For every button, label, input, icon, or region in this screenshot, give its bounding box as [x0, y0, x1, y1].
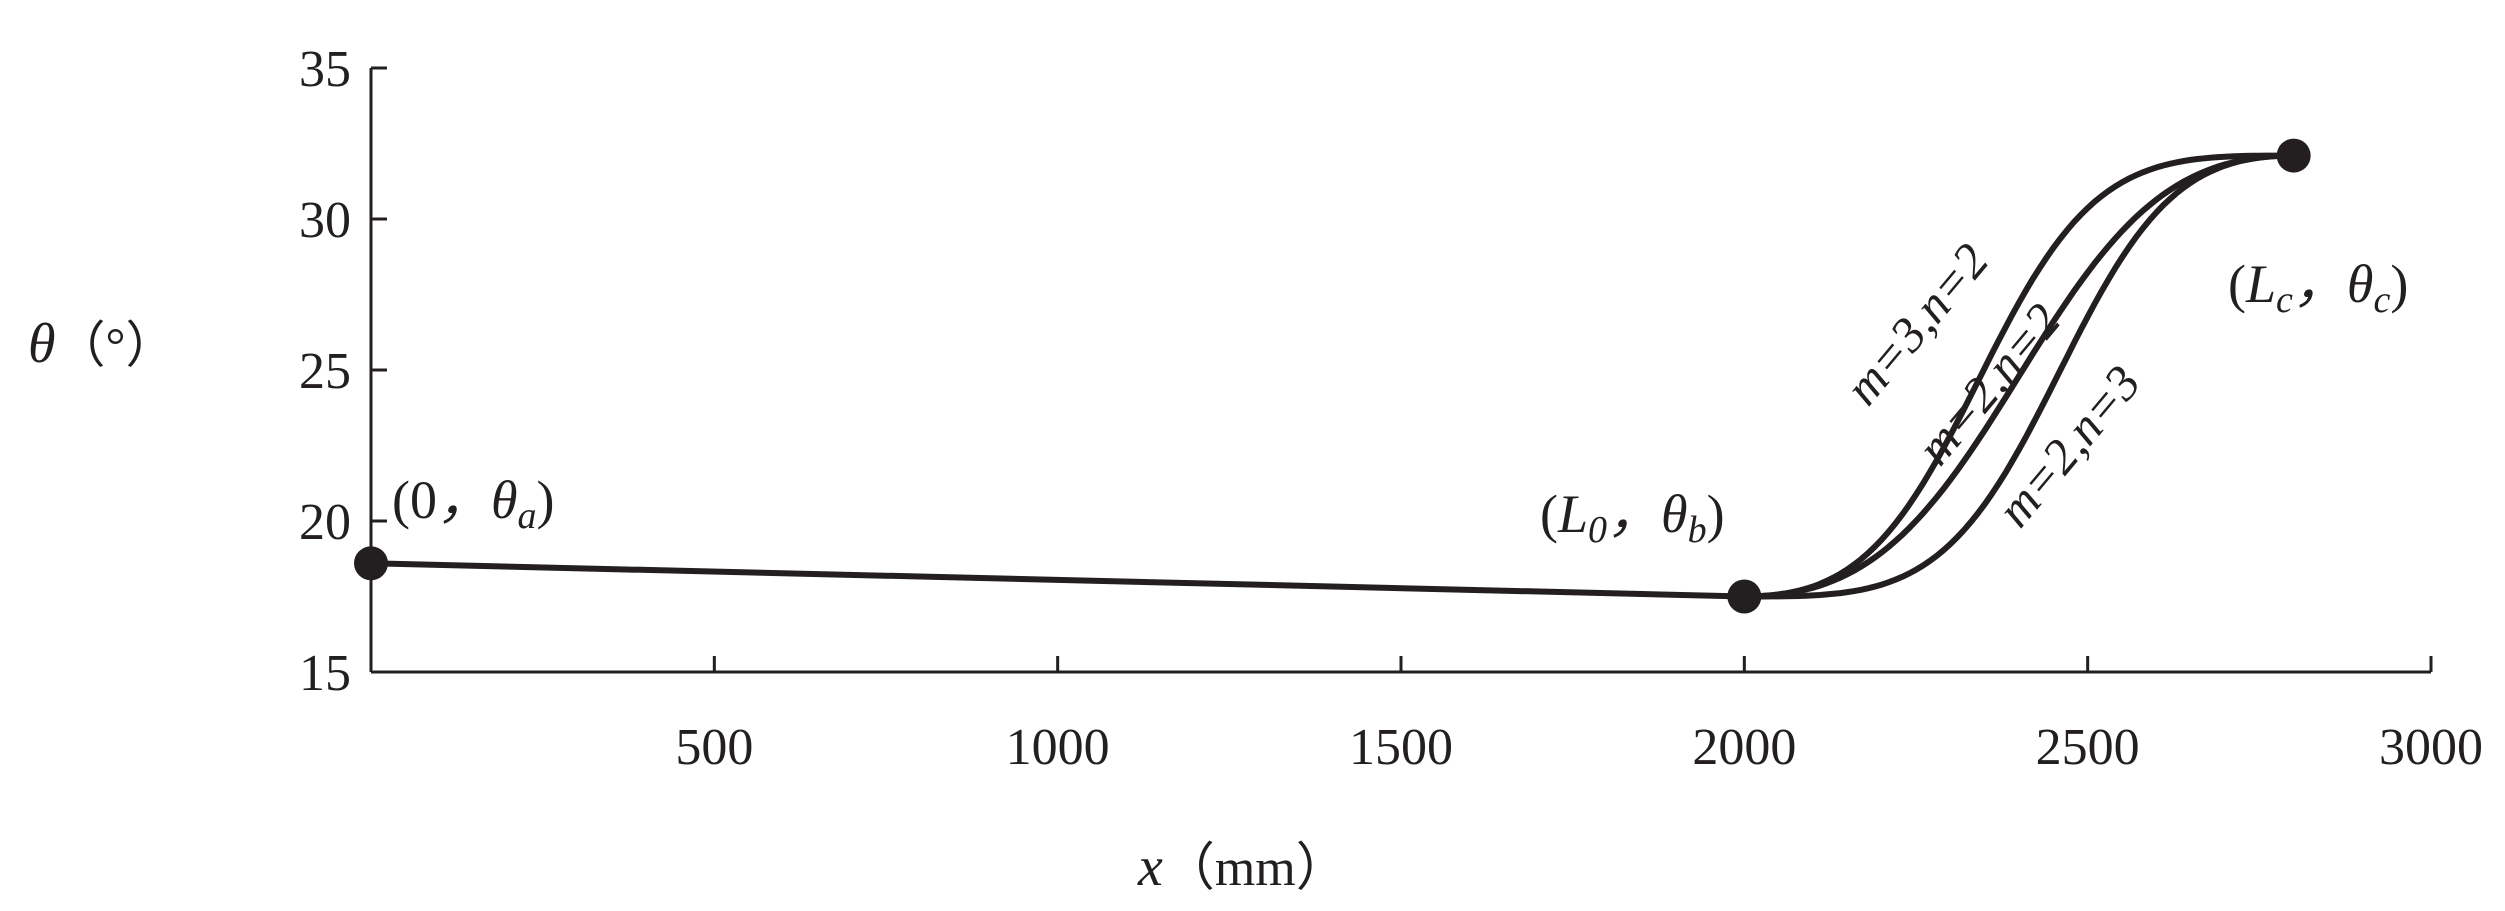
x-tick-label: 1000: [1006, 719, 1110, 776]
point-label-mid: (L0，θb): [1540, 484, 1725, 551]
y-tick-label: 15: [299, 645, 351, 702]
point-label-end: (Lc，θc): [2228, 254, 2408, 321]
point-marker-0: [354, 546, 388, 581]
x-tick-label: 500: [675, 719, 753, 776]
point-label-start: (0，θa): [392, 470, 555, 537]
line-segment: [370, 560, 1745, 600]
x-tick-label: 3000: [2379, 719, 2483, 776]
x-tick-label: 2500: [2036, 719, 2140, 776]
x-tick-label: 2000: [1692, 719, 1796, 776]
point-marker-2: [2276, 138, 2311, 173]
x-axis-title: x（mm）: [1137, 836, 1348, 898]
y-tick-label: 35: [299, 41, 351, 98]
y-tick-label: 30: [299, 192, 351, 249]
point-marker-1: [1727, 579, 1762, 614]
y-axis-title: θ（°）: [28, 313, 176, 375]
series-group: [370, 152, 2297, 600]
x-tick-label: 1500: [1349, 719, 1453, 776]
points-group: [354, 138, 2311, 614]
y-tick-label: 25: [299, 343, 351, 400]
y-tick-label: 20: [299, 494, 351, 551]
series-line-m-2-n-3: [1741, 152, 2297, 600]
ticks: 15 20 25 30 35 500 1000 1500 2000 2500 3000: [299, 41, 2483, 776]
